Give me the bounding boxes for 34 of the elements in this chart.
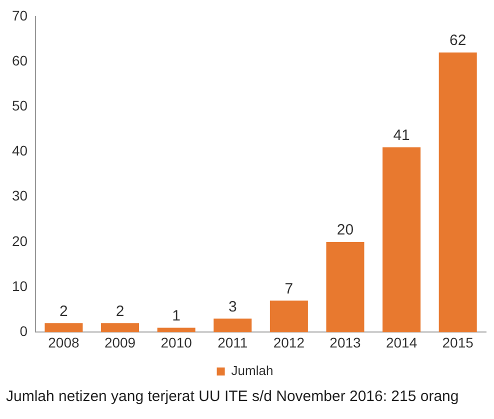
data-label: 62 bbox=[450, 32, 466, 50]
y-tick-label: 70 bbox=[12, 7, 28, 24]
bar bbox=[326, 242, 364, 332]
bar bbox=[438, 52, 477, 332]
data-label: 20 bbox=[336, 222, 354, 239]
x-tick-label: 2014 bbox=[386, 334, 418, 350]
data-label: 2 bbox=[116, 302, 124, 320]
x-tick-label: 2013 bbox=[330, 334, 362, 350]
y-tick-label: 30 bbox=[12, 188, 28, 204]
y-tick-label: 20 bbox=[12, 232, 28, 249]
text: Jumlah netizen yang terjerat UU ITE s/d November 2016: 215 orang bbox=[5, 388, 460, 405]
legend-label: Jumlah bbox=[231, 363, 274, 378]
bar bbox=[270, 300, 308, 332]
data-label: 1 bbox=[172, 307, 181, 324]
y-tick-label: 10 bbox=[12, 278, 28, 294]
bar bbox=[44, 323, 83, 332]
bar bbox=[214, 318, 252, 332]
x-tick-label: 2008 bbox=[48, 334, 80, 350]
x-tick-label: 2009 bbox=[104, 334, 136, 350]
bar bbox=[382, 147, 421, 332]
x-tick-label: 2015 bbox=[442, 334, 474, 350]
data-label: 41 bbox=[393, 126, 410, 144]
x-tick-label: 2010 bbox=[160, 334, 192, 350]
y-tick-label: 0 bbox=[20, 323, 28, 340]
data-label: 7 bbox=[284, 280, 294, 298]
data-label: 3 bbox=[228, 298, 237, 316]
y-tick-label: 60 bbox=[12, 52, 28, 68]
bar bbox=[101, 323, 140, 332]
bar bbox=[157, 328, 196, 332]
x-tick-label: 2011 bbox=[218, 334, 248, 350]
x-tick-label: 2012 bbox=[273, 334, 305, 350]
data-label: 2 bbox=[60, 302, 68, 320]
y-tick-label: 50 bbox=[12, 97, 28, 114]
y-tick-label: 40 bbox=[12, 142, 28, 159]
